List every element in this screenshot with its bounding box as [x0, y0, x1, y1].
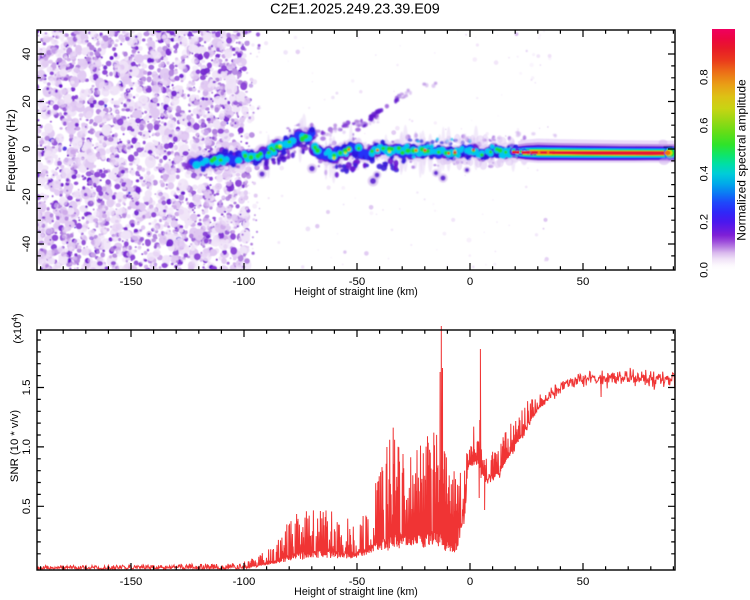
svg-text:1.5: 1.5 [21, 380, 33, 396]
svg-text:1.0: 1.0 [21, 439, 33, 455]
svg-text:-150: -150 [120, 576, 143, 588]
svg-text:0.4: 0.4 [699, 166, 711, 182]
svg-text:Height of straight line (km): Height of straight line (km) [294, 586, 418, 598]
svg-text:(x104): (x104) [11, 313, 25, 344]
svg-text:-40: -40 [21, 236, 33, 252]
svg-text:-100: -100 [233, 576, 256, 588]
svg-text:0: 0 [467, 576, 473, 588]
svg-text:Normalized spectral amplitude: Normalized spectral amplitude [735, 79, 749, 241]
svg-text:SNR (10 * v/v): SNR (10 * v/v) [9, 410, 21, 482]
svg-text:0.6: 0.6 [699, 117, 711, 133]
svg-text:0: 0 [467, 276, 473, 288]
svg-text:40: 40 [21, 48, 33, 61]
svg-text:Height of straight line (km): Height of straight line (km) [294, 286, 418, 298]
svg-text:-50: -50 [349, 276, 365, 288]
svg-text:-20: -20 [21, 188, 33, 204]
svg-text:-50: -50 [349, 576, 365, 588]
svg-text:0.8: 0.8 [699, 69, 711, 85]
svg-text:Frequency (Hz): Frequency (Hz) [4, 109, 18, 192]
svg-text:0.0: 0.0 [699, 262, 711, 278]
svg-text:0.2: 0.2 [699, 214, 711, 230]
svg-text:-150: -150 [120, 276, 143, 288]
svg-text:C2E1.2025.249.23.39.E09: C2E1.2025.249.23.39.E09 [270, 1, 440, 17]
svg-text:0.5: 0.5 [21, 498, 33, 514]
svg-text:0: 0 [21, 146, 33, 152]
svg-text:20: 20 [21, 95, 33, 108]
svg-text:50: 50 [577, 576, 590, 588]
svg-text:-100: -100 [233, 276, 256, 288]
svg-text:50: 50 [577, 276, 590, 288]
